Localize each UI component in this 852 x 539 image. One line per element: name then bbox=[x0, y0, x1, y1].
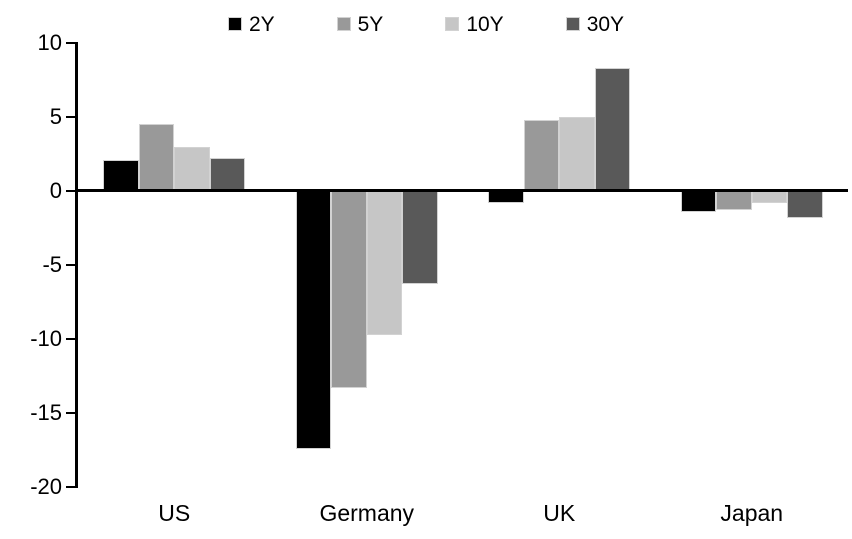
y-axis-tick bbox=[66, 337, 77, 340]
y-axis-tick bbox=[66, 412, 77, 414]
bar-germany-30y bbox=[402, 190, 438, 285]
legend-label: 10Y bbox=[466, 12, 504, 36]
legend-item-10y: 10Y bbox=[445, 12, 504, 36]
bar-germany-10y bbox=[366, 190, 403, 335]
legend-swatch-icon bbox=[336, 17, 351, 31]
legend-label: 30Y bbox=[586, 12, 625, 36]
bar-us-10y bbox=[174, 146, 210, 191]
bar-japan-30y bbox=[787, 190, 823, 218]
bar-us-2y bbox=[103, 159, 139, 191]
bar-uk-2y bbox=[488, 190, 524, 203]
bar-uk-30y bbox=[594, 68, 631, 191]
y-axis-tick-marks bbox=[66, 42, 77, 488]
y-axis-tick bbox=[66, 189, 77, 192]
y-axis-tick bbox=[66, 486, 77, 488]
x-axis-label-germany: Germany bbox=[319, 500, 415, 526]
bar-japan-2y bbox=[680, 190, 717, 212]
legend-label: 5Y bbox=[357, 12, 384, 36]
y-axis-label: 10 bbox=[37, 30, 62, 55]
bar-germany-2y bbox=[295, 190, 332, 449]
y-axis-label: 0 bbox=[49, 177, 62, 203]
y-axis-tick bbox=[66, 42, 77, 44]
legend-item-30y: 30Y bbox=[565, 12, 625, 36]
y-axis-tick bbox=[66, 264, 77, 266]
chart-legend: 2Y 5Y 10Y 30Y bbox=[0, 10, 852, 38]
y-axis-label: 5 bbox=[49, 103, 62, 129]
y-axis-label: -20 bbox=[30, 474, 62, 499]
legend-swatch-icon bbox=[227, 17, 242, 31]
bar-uk-5y bbox=[523, 119, 560, 191]
y-axis-tick-labels: 10 5 0 -5 -10 -15 -20 bbox=[0, 32, 62, 498]
legend-item-5y: 5Y bbox=[336, 12, 384, 36]
x-axis-label-us: US bbox=[158, 500, 191, 526]
legend-swatch-icon bbox=[565, 17, 580, 31]
legend-label: 2Y bbox=[248, 12, 275, 36]
x-axis-label-uk: UK bbox=[543, 500, 576, 526]
legend-item-2y: 2Y bbox=[227, 12, 275, 36]
bar-germany-5y bbox=[331, 190, 367, 388]
bar-japan-10y bbox=[751, 190, 788, 203]
x-axis-category-labels: US Germany UK Japan bbox=[78, 500, 848, 530]
y-axis-label: -10 bbox=[30, 325, 62, 351]
y-axis-label: -5 bbox=[42, 252, 62, 277]
plot-area bbox=[78, 43, 848, 487]
bar-japan-5y bbox=[716, 190, 752, 211]
y-axis-label: -15 bbox=[30, 400, 62, 425]
y-axis-line bbox=[75, 42, 78, 488]
bar-us-5y bbox=[138, 124, 175, 191]
bar-us-30y bbox=[209, 158, 246, 191]
x-axis-label-japan: Japan bbox=[720, 500, 784, 526]
bar-uk-10y bbox=[559, 116, 595, 191]
legend-swatch-icon bbox=[445, 17, 460, 31]
y-axis-tick bbox=[66, 115, 77, 118]
zero-baseline bbox=[78, 189, 848, 193]
